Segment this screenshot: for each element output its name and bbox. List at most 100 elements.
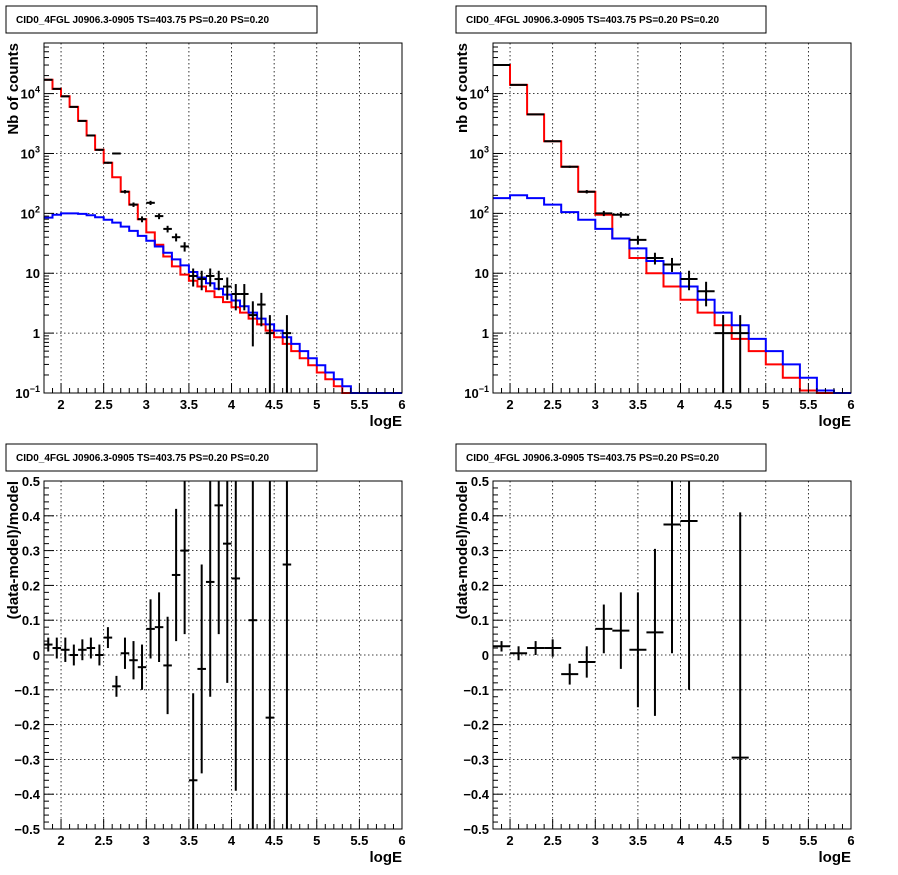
data-point <box>154 213 164 220</box>
y-tick-label: 10 <box>26 266 40 281</box>
x-tick-label: 3 <box>592 833 599 848</box>
x-tick-label: 5 <box>313 397 320 412</box>
x-axis-title: logE <box>370 413 403 430</box>
x-tick-label: 4 <box>677 833 685 848</box>
data-point <box>171 508 181 642</box>
data-point <box>248 301 258 347</box>
data-point <box>510 83 528 86</box>
y-tick-label: 0.1 <box>22 613 40 628</box>
data-point <box>95 148 104 151</box>
data-point <box>86 134 96 137</box>
y-tick-label: −0.4 <box>14 787 40 802</box>
x-tick-label: 3 <box>143 397 150 412</box>
data-point <box>578 190 596 194</box>
x-tick-label: 5 <box>313 833 320 848</box>
data-point <box>646 548 664 716</box>
y-axis-title: (data-model)/model <box>454 481 471 619</box>
data-point <box>52 637 62 659</box>
y-tick-label: 0.1 <box>471 613 489 628</box>
y-tick-label: −0.5 <box>14 822 40 837</box>
x-tick-label: 3 <box>592 397 599 412</box>
data-point <box>680 270 698 291</box>
x-tick-label: 2.5 <box>95 833 113 848</box>
y-tick-label: 0 <box>33 648 40 663</box>
data-point <box>257 292 266 327</box>
x-tick-label: 2 <box>57 397 64 412</box>
data-point <box>69 644 79 666</box>
data-point <box>112 152 121 155</box>
data-point <box>44 78 53 81</box>
y-tick-label: 1 <box>482 326 489 341</box>
pad-title-box <box>5 443 318 472</box>
data-point <box>265 315 275 393</box>
data-point <box>61 637 70 662</box>
data-point <box>595 604 613 654</box>
y-tick-label: 0.3 <box>471 544 489 559</box>
y-tick-label: 10−1 <box>464 384 489 401</box>
y-tick-label: −0.3 <box>463 752 489 767</box>
data-point <box>223 277 232 300</box>
x-tick-label: 5 <box>762 833 769 848</box>
data-point <box>265 481 275 829</box>
data-point <box>188 268 198 287</box>
x-tick-label: 6 <box>398 833 405 848</box>
x-tick-label: 3.5 <box>180 833 198 848</box>
data-point <box>231 481 241 791</box>
x-tick-label: 3.5 <box>629 397 647 412</box>
data-point <box>629 592 647 708</box>
y-tick-label: −0.5 <box>463 822 489 837</box>
y-tick-label: 102 <box>470 204 489 221</box>
data-point <box>137 216 147 223</box>
x-tick-label: 4 <box>228 833 236 848</box>
data-point <box>52 87 62 90</box>
data-point <box>282 315 292 393</box>
x-tick-label: 2.5 <box>544 833 562 848</box>
data-point <box>163 616 172 715</box>
x-axis-title: logE <box>370 849 403 866</box>
x-tick-label: 4.5 <box>714 397 732 412</box>
y-tick-label: −0.3 <box>14 752 40 767</box>
x-tick-label: 4 <box>677 397 685 412</box>
pad-title: CID0_4FGL J0906.3-0905 TS=403.75 PS=0.20… <box>16 453 269 464</box>
data-point <box>240 284 249 311</box>
y-tick-label: 0.2 <box>22 578 40 593</box>
data-point <box>171 233 181 242</box>
y-tick-label: −0.2 <box>463 718 489 733</box>
y-tick-label: −0.4 <box>463 787 489 802</box>
y-tick-label: 103 <box>21 144 40 161</box>
x-axis-title: logE <box>819 849 852 866</box>
data-point <box>78 119 87 122</box>
y-tick-label: 102 <box>21 204 40 221</box>
data-point <box>578 646 596 678</box>
data-point <box>103 161 113 164</box>
y-tick-label: 1 <box>33 326 40 341</box>
data-point <box>61 95 70 98</box>
data-point <box>214 481 223 635</box>
x-tick-label: 4.5 <box>714 833 732 848</box>
data-point <box>629 235 647 245</box>
data-point <box>214 270 223 291</box>
x-tick-label: 5.5 <box>350 833 368 848</box>
x-tick-label: 4 <box>228 397 236 412</box>
data-point <box>103 627 113 649</box>
y-tick-label: 0.4 <box>471 509 490 524</box>
data-point <box>129 641 138 680</box>
data-point <box>137 644 147 690</box>
y-tick-label: 0.5 <box>22 474 40 489</box>
x-tick-label: 5.5 <box>799 833 817 848</box>
y-tick-label: 0.5 <box>471 474 489 489</box>
data-point <box>731 512 749 829</box>
x-tick-label: 5.5 <box>350 397 368 412</box>
y-tick-label: −0.1 <box>14 683 40 698</box>
x-tick-label: 6 <box>847 833 854 848</box>
y-axis-title: Nb of counts <box>5 43 22 135</box>
data-point <box>78 639 87 661</box>
pad-title: CID0_4FGL J0906.3-0905 TS=403.75 PS=0.20… <box>466 15 719 26</box>
data-point <box>248 481 258 829</box>
pad-title-box <box>455 5 767 34</box>
y-tick-label: 0.3 <box>22 544 40 559</box>
data-point <box>663 257 681 272</box>
data-point <box>223 481 232 683</box>
